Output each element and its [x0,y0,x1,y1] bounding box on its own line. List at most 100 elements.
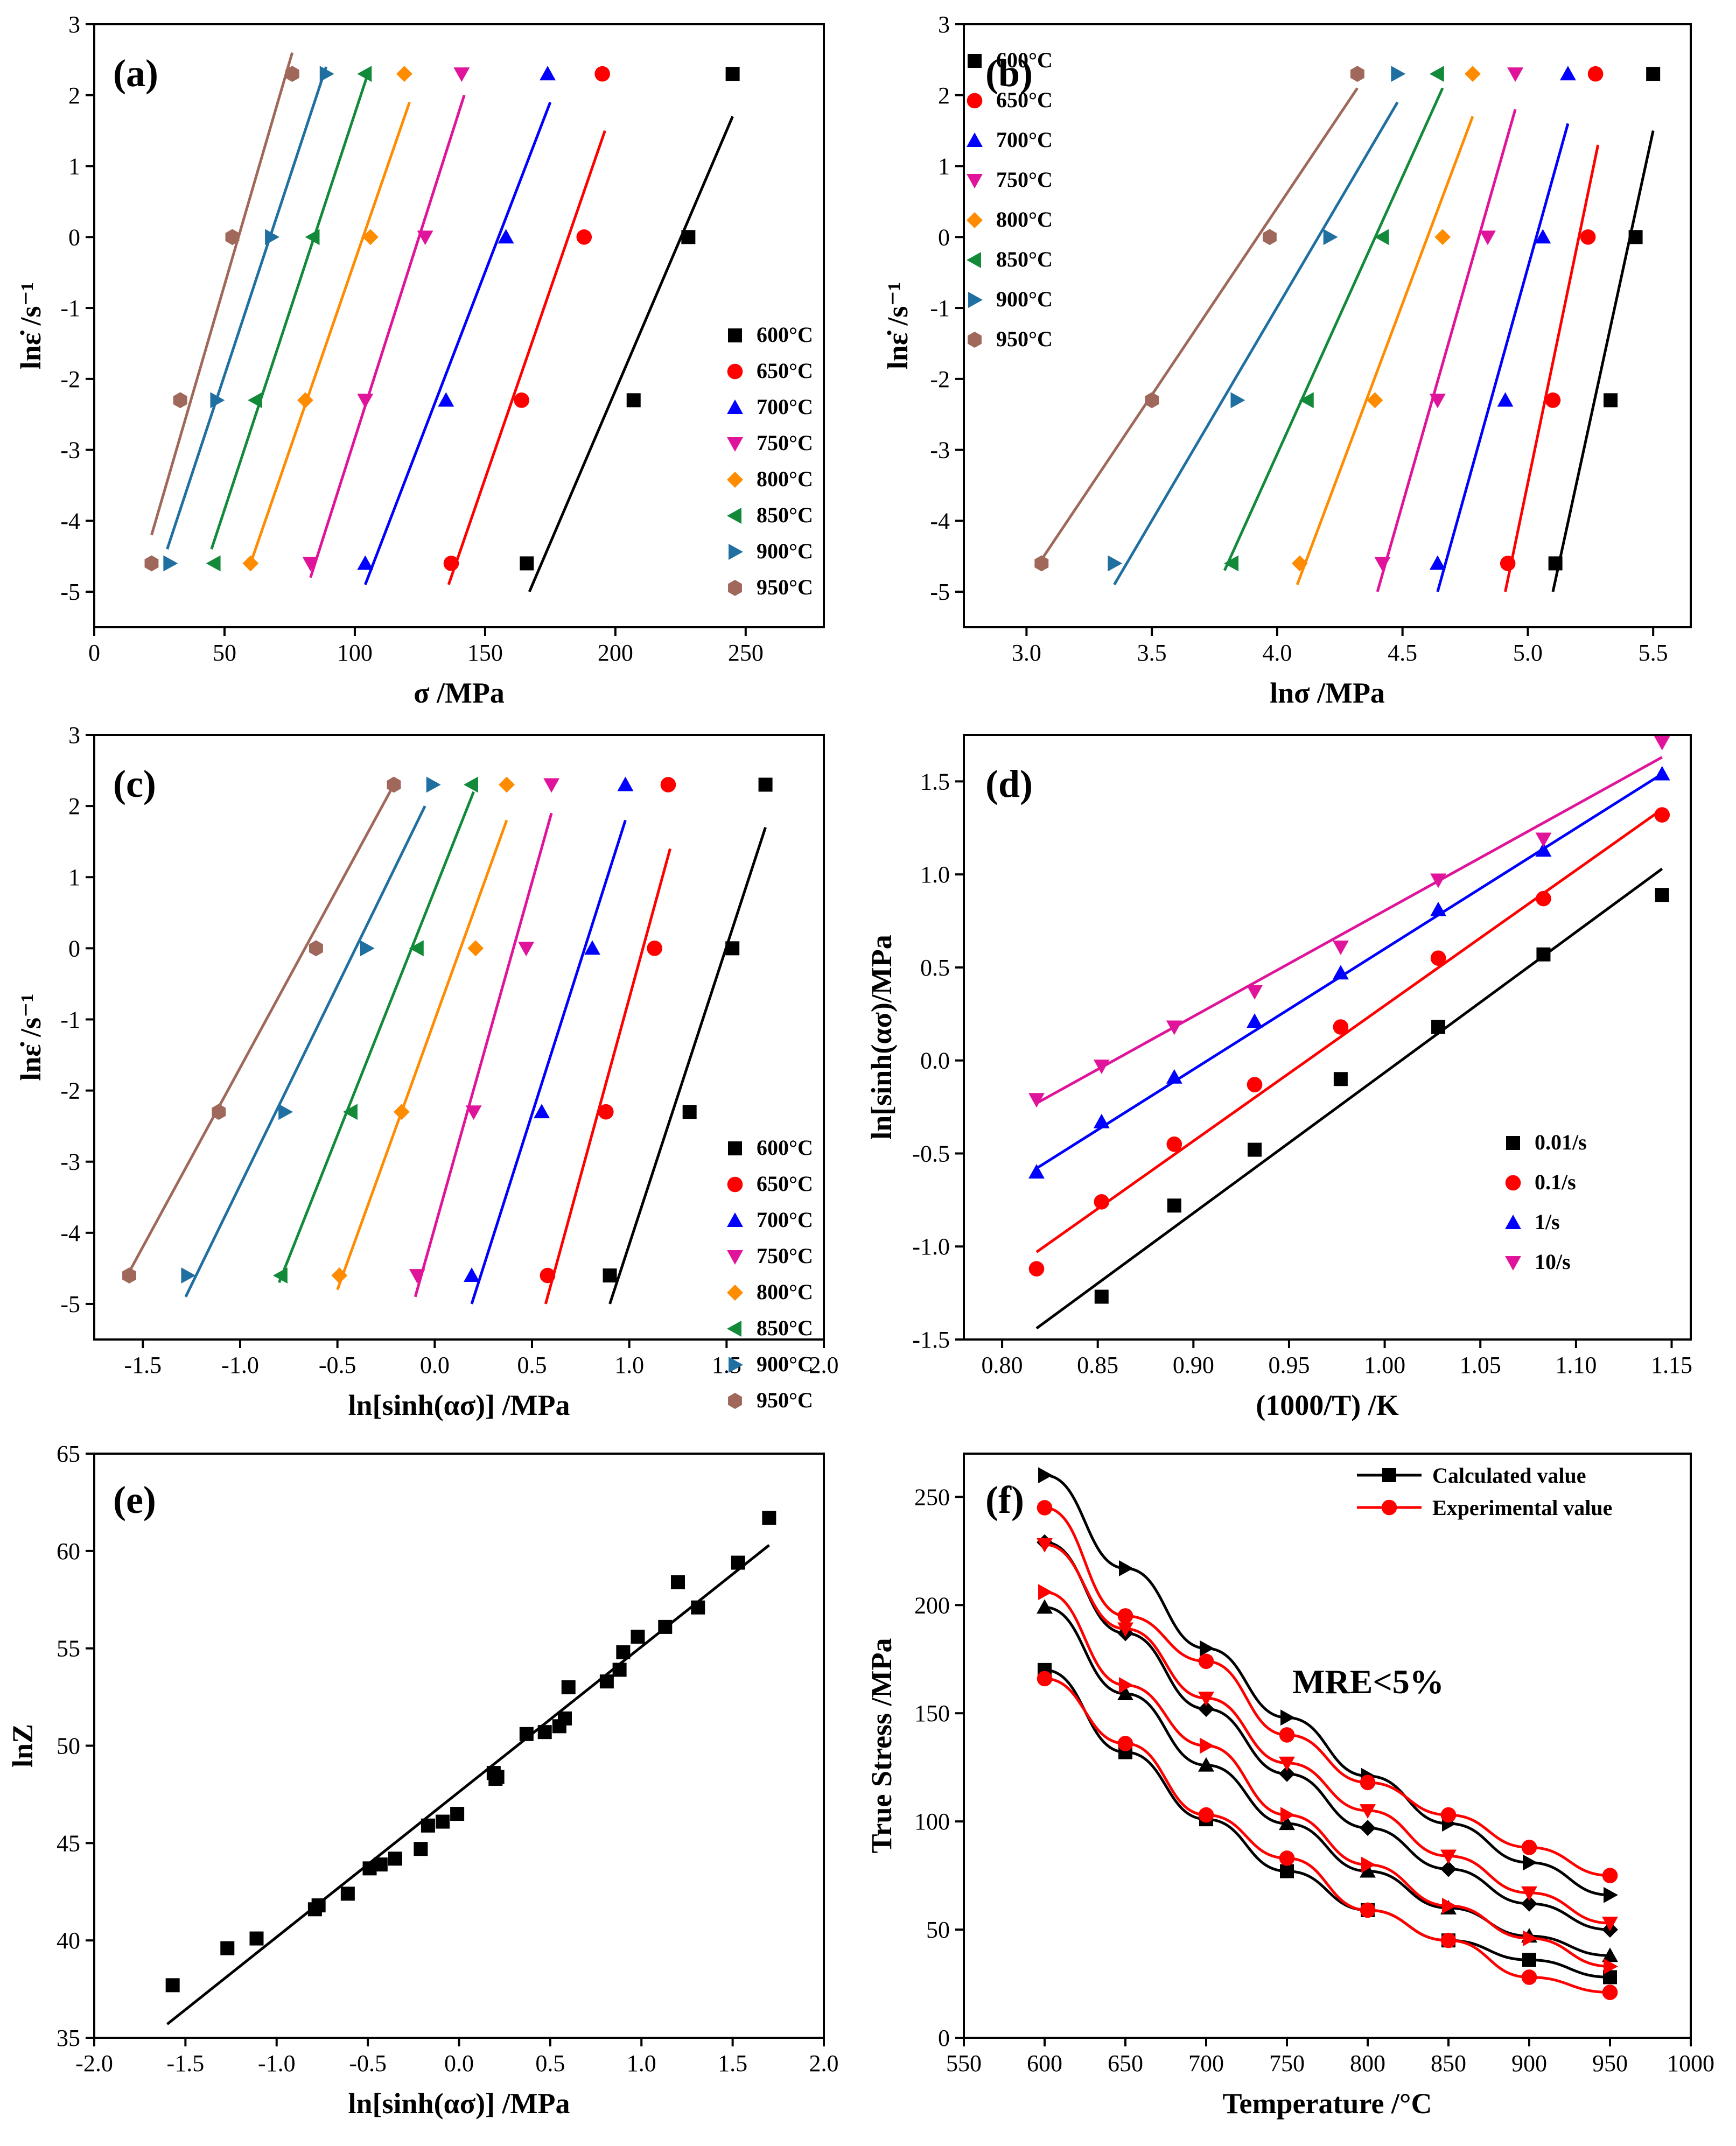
legend-label: 650°C [996,88,1053,112]
data-point [1521,1969,1537,1985]
legend-marker [968,332,982,348]
data-point [1279,1756,1295,1771]
x-tick-label: 950 [1592,2050,1628,2077]
data-point [305,229,320,246]
y-tick-label: 100 [914,1808,950,1835]
x-tick-label: 0.0 [420,1352,450,1378]
data-point [343,1104,358,1120]
y-tick-label: -5 [60,1291,80,1317]
data-point [297,392,313,409]
x-tick-label: 0 [88,640,100,666]
y-tick-label: 1 [68,153,80,180]
x-tick-label: 3.0 [1012,640,1041,666]
x-tick-label: 2.0 [809,2050,839,2077]
data-point [1198,1653,1214,1670]
data-point [1350,66,1364,82]
x-tick-label: 4.0 [1262,640,1292,666]
y-tick-label: 55 [57,1636,80,1662]
data-point [1119,1677,1133,1693]
data-point [534,1104,550,1119]
fit-line [608,826,767,1305]
data-point [414,1842,428,1856]
data-point [1429,555,1446,570]
data-point [1332,940,1349,955]
y-axis-label: lnZ [6,1724,39,1768]
fit-line [184,805,426,1298]
data-point [1248,1142,1262,1157]
x-tick-label: 1.05 [1460,1352,1501,1378]
fit-line [210,73,369,550]
y-tick-label: -4 [60,508,80,534]
x-tick-label: -0.5 [319,1352,356,1378]
plot-frame [963,1453,1692,2039]
data-point [1523,1854,1537,1871]
legend-label: 800°C [757,467,813,491]
panel-label: (a) [113,52,158,95]
legend-label: 700°C [757,395,813,419]
legend-marker [967,212,983,228]
y-tick-label: 250 [914,1484,950,1510]
data-point [265,229,280,246]
data-point [1429,66,1444,82]
y-tick-label: 0.5 [920,955,950,981]
data-point [1117,1608,1133,1624]
y-tick-label: 40 [57,1927,80,1954]
plot-frame [963,734,1692,1341]
x-tick-label: -2.0 [75,2050,113,2077]
panel-a: 0 50 100 150 200 250 3 2 1 0 -1 -2 -3 -4 -5 σ /MPa lnε̇ … [15,11,825,709]
data-point [417,230,433,246]
legend-label: 750°C [757,1244,813,1268]
panel-d: 0.80 0.85 0.90 0.95 1.00 1.05 1.10 1.15 1.5 1.0 0.… [865,734,1692,1421]
data-point [540,66,556,81]
legend-label: 800°C [996,207,1053,232]
series-line [1044,1541,1611,1931]
data-point [467,940,484,957]
data-point [1654,807,1670,823]
data-point [1604,1958,1618,1975]
data-point [1429,394,1446,409]
data-point [598,1104,614,1120]
data-point [1108,555,1123,572]
data-point [436,1814,450,1829]
x-tick-label: 200 [598,640,633,666]
data-point [362,229,379,246]
x-tick-label: 750 [1269,2050,1305,2077]
plot-frame [93,734,825,1341]
data-point [285,66,299,82]
data-point [181,1267,196,1284]
data-point [1628,230,1643,244]
data-point [1440,1932,1457,1948]
legend-marker [727,1285,743,1301]
y-axis-label: lnε̇ /s⁻¹ [881,282,914,369]
data-point [1479,230,1496,246]
data-point [1654,766,1670,781]
data-point [438,392,454,407]
y-tick-label: 35 [57,2025,80,2051]
y-tick-label: -1 [60,295,80,321]
data-point [1198,1807,1214,1823]
data-point [1093,1060,1110,1075]
x-tick-label: 1.00 [1364,1352,1405,1378]
data-point [388,1852,402,1866]
data-point [357,66,372,82]
data-point [1604,393,1618,408]
data-point [220,1941,235,1955]
fit-line [447,130,606,585]
legend-label: 650°C [757,359,813,383]
data-point [1559,66,1576,81]
panel-e: -2.0 -1.5 -1.0 -0.5 0.0 0.5 1.0 1.5 2.0 65 60 55 50 4… [6,1441,839,2120]
data-point [612,1663,627,1677]
data-point [1333,1019,1349,1035]
data-point [122,1267,136,1284]
legend-label: Experimental value [1432,1496,1612,1520]
x-tick-label: 5.0 [1513,640,1543,666]
data-point [165,1978,180,1993]
data-point [249,1931,264,1946]
data-point [584,940,600,955]
y-tick-label: -5 [60,579,80,605]
legend-label: 600°C [996,48,1053,72]
plot-area [1037,1467,1618,2000]
data-point [1548,556,1563,571]
y-tick-label: -3 [930,437,950,464]
legend-label: 600°C [757,1135,813,1160]
